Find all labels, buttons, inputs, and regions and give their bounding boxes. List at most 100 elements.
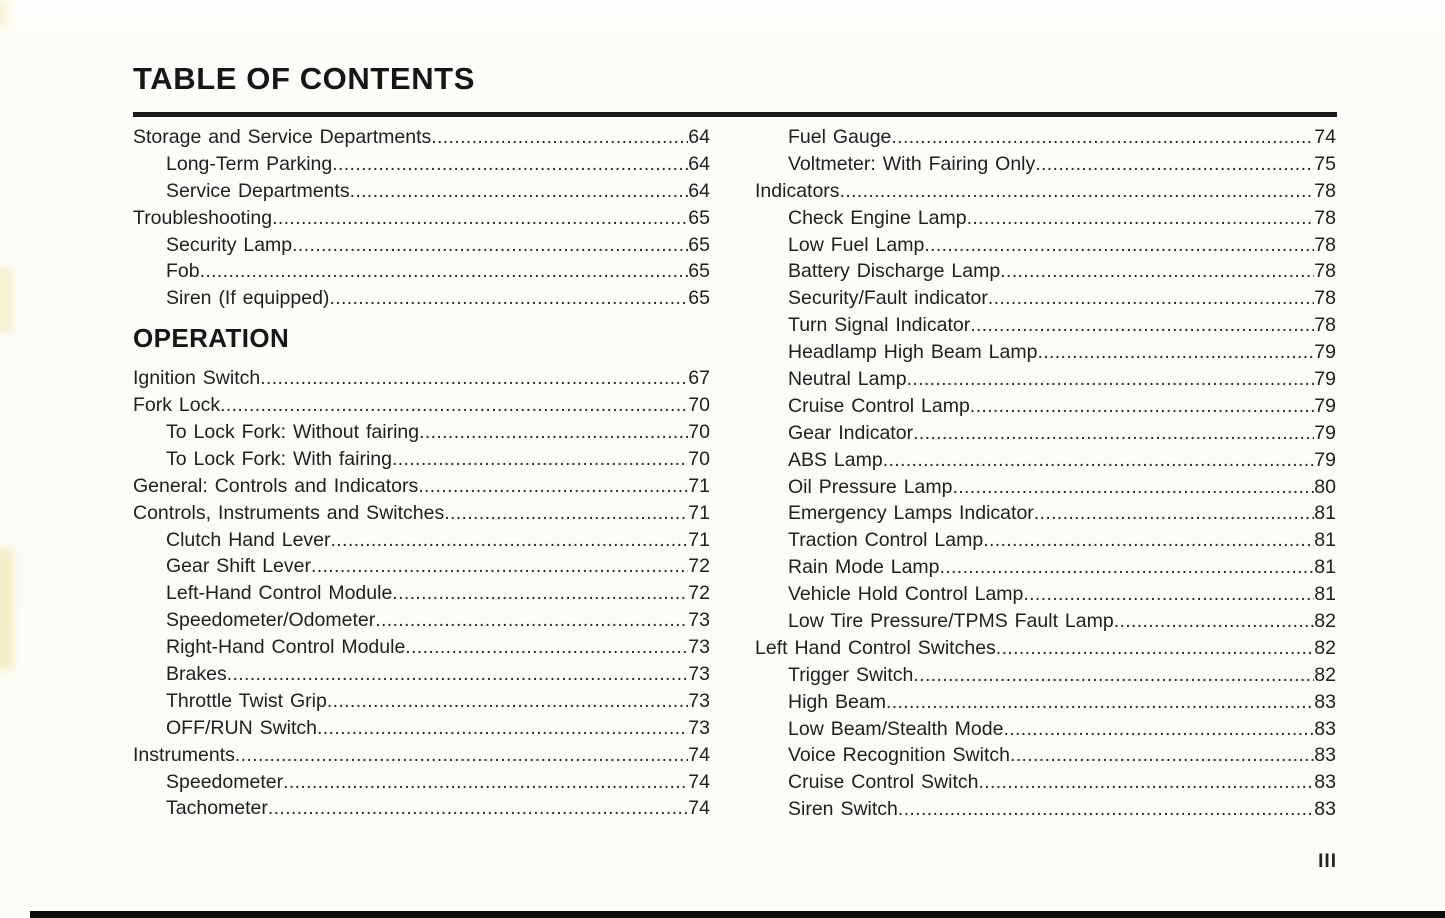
dot-leader <box>220 392 688 419</box>
scan-artifact <box>0 268 12 332</box>
toc-page-number: 78 <box>1314 179 1336 202</box>
dot-leader <box>227 661 689 688</box>
toc-entry: Left Hand Control Switches 82 <box>755 635 1336 662</box>
dot-leader <box>886 689 1314 716</box>
toc-entry-label: To Lock Fork: Without fairing <box>166 421 420 444</box>
dot-leader <box>317 715 688 742</box>
scan-artifact <box>0 548 13 670</box>
toc-entry-label: Tachometer <box>166 797 268 820</box>
toc-entry-label: Neutral Lamp <box>788 368 907 391</box>
toc-entry: Turn Signal Indicator 78 <box>755 312 1336 339</box>
toc-entry: Siren (If equipped) 65 <box>133 285 710 312</box>
toc-page-number: 74 <box>688 797 710 820</box>
dot-leader <box>419 419 688 446</box>
section-heading: OPERATION <box>133 323 290 354</box>
toc-entry-label: Voltmeter: With Fairing Only <box>788 152 1036 175</box>
dot-leader <box>924 232 1314 259</box>
toc-entry-label: Throttle Twist Grip <box>166 689 327 712</box>
toc-page-number: 74 <box>688 743 710 766</box>
toc-entry: Cruise Control Lamp 79 <box>755 393 1336 420</box>
toc-entry: Fob 65 <box>133 258 710 285</box>
toc-entry: Low Fuel Lamp 78 <box>755 232 1336 259</box>
dot-leader <box>1010 742 1314 769</box>
dot-leader <box>1023 581 1314 608</box>
dot-leader <box>1034 500 1315 527</box>
toc-page-number: 65 <box>688 287 710 310</box>
toc-entry-label: Oil Pressure Lamp <box>788 475 953 498</box>
dot-leader <box>907 366 1315 393</box>
dot-leader <box>392 580 688 607</box>
dot-leader <box>978 769 1314 796</box>
toc-page-number: 73 <box>688 663 710 686</box>
toc-entry: Instruments 74 <box>133 742 710 769</box>
toc-entry: Headlamp High Beam Lamp 79 <box>755 339 1336 366</box>
toc-entry-label: Traction Control Lamp <box>788 529 984 552</box>
toc-entry-label: Ignition Switch <box>133 367 261 390</box>
dot-leader <box>272 205 688 232</box>
toc-entry-label: Gear Indicator <box>788 421 914 444</box>
toc-entry-label: Left-Hand Control Module <box>166 582 393 605</box>
toc-entry-label: General: Controls and Indicators <box>133 474 419 497</box>
dot-leader <box>1035 151 1314 178</box>
toc-entry-label: Storage and Service Departments <box>133 126 432 148</box>
toc-entry-label: Clutch Hand Lever <box>166 528 331 551</box>
toc-entry: Battery Discharge Lamp 78 <box>755 258 1336 285</box>
toc-entry: Tachometer 74 <box>133 795 710 822</box>
toc-entry-label: Siren Switch <box>788 798 898 821</box>
toc-page-number: 65 <box>688 206 710 229</box>
toc-entry: Left-Hand Control Module 72 <box>133 580 710 607</box>
page-title: TABLE OF CONTENTS <box>133 61 475 96</box>
toc-page-number: 73 <box>688 609 710 632</box>
toc-page-number: 64 <box>688 152 710 175</box>
toc-page-number: 70 <box>688 394 710 417</box>
toc-entry: Indicators 78 <box>755 178 1336 205</box>
dot-leader <box>292 232 688 259</box>
toc-page-number: 72 <box>688 582 710 605</box>
toc-entry-label: Long-Term Parking <box>166 152 333 175</box>
toc-entry: Vehicle Hold Control Lamp 81 <box>755 581 1336 608</box>
toc-page-number: 82 <box>1314 610 1336 633</box>
dot-leader <box>444 500 688 527</box>
toc-entry-label: Speedometer/Odometer <box>166 609 376 632</box>
toc-entry: Low Tire Pressure/TPMS Fault Lamp 82 <box>755 608 1336 635</box>
toc-page-number: 82 <box>1314 663 1336 686</box>
dot-leader <box>392 446 688 473</box>
toc-entry: Traction Control Lamp 81 <box>755 527 1336 554</box>
toc-page-number: 65 <box>688 260 710 283</box>
toc-entry-label: Headlamp High Beam Lamp <box>788 341 1038 364</box>
toc-page-number: 78 <box>1314 233 1336 256</box>
toc-entry-label: Service Departments <box>166 179 350 202</box>
toc-entry: OFF/RUN Switch 73 <box>133 715 710 742</box>
dot-leader <box>283 769 688 796</box>
toc-page-number: 71 <box>688 474 710 497</box>
toc-entry-label: Low Tire Pressure/TPMS Fault Lamp <box>788 610 1114 633</box>
toc-page-number: 75 <box>1314 152 1336 175</box>
toc-left-column: Storage and Service Departments 64 Long-Te… <box>133 124 710 822</box>
toc-entry-label: ABS Lamp <box>788 448 883 471</box>
toc-entry: Voice Recognition Switch 83 <box>755 742 1336 769</box>
toc-page-number: 71 <box>688 501 710 524</box>
toc-entry: Right-Hand Control Module 73 <box>133 634 710 661</box>
dot-leader <box>1003 716 1314 743</box>
toc-page-number: 79 <box>1314 421 1336 444</box>
toc-page-number: 78 <box>1314 314 1336 337</box>
toc-entry: Ignition Switch 67 <box>133 365 710 392</box>
dot-leader <box>311 553 688 580</box>
toc-entry-label: Indicators <box>755 179 840 202</box>
dot-leader <box>952 474 1314 501</box>
toc-entry-label: Vehicle Hold Control Lamp <box>788 583 1024 606</box>
toc-entry: ABS Lamp 79 <box>755 447 1336 474</box>
toc-entry: Trigger Switch 82 <box>755 662 1336 689</box>
toc-page-number: 83 <box>1314 798 1336 821</box>
toc-entry-label: OFF/RUN Switch <box>166 716 318 739</box>
toc-page-number: 82 <box>1314 636 1336 659</box>
dot-leader <box>988 285 1314 312</box>
dot-leader <box>940 554 1315 581</box>
toc-entry-label: Security/Fault indicator <box>788 287 988 310</box>
toc-entry-label: Left Hand Control Switches <box>755 636 996 659</box>
toc-entry-label: Low Fuel Lamp <box>788 233 925 256</box>
toc-entry: Neutral Lamp 79 <box>755 366 1336 393</box>
toc-entry-label: Trigger Switch <box>788 663 914 686</box>
toc-entry: Security/Fault indicator 78 <box>755 285 1336 312</box>
toc-entry: Throttle Twist Grip 73 <box>133 688 710 715</box>
